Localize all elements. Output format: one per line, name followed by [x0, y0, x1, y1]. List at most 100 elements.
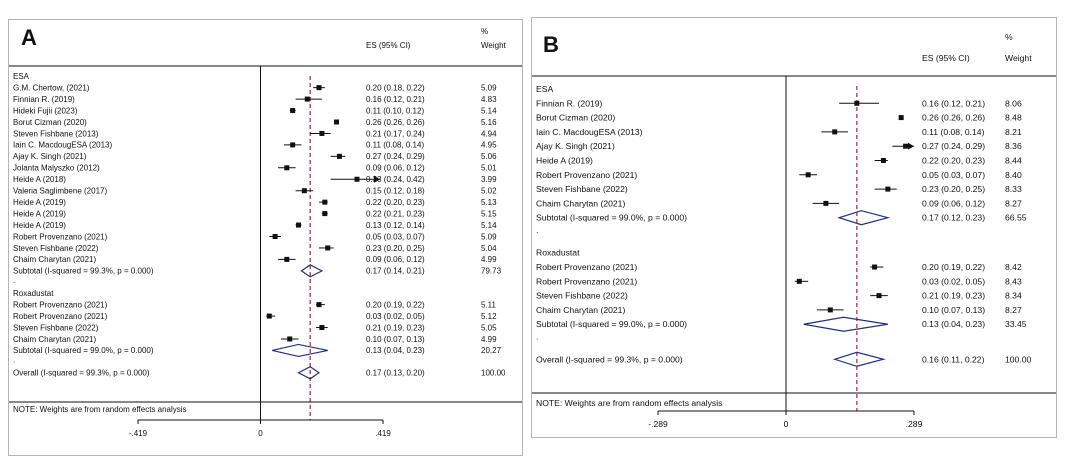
effect-size-point	[806, 173, 810, 177]
subgroup-label: ESA	[536, 84, 553, 94]
study-name: Chaim Charytan (2021)	[13, 255, 96, 264]
effect-size-point	[873, 265, 876, 269]
subtotal-effect-size-ci: 0.17 (0.12, 0.23)	[922, 213, 985, 223]
study-effect-size-ci: 0.20 (0.19, 0.22)	[366, 300, 425, 309]
random-effects-note: NOTE: Weights are from random effects an…	[536, 398, 722, 408]
study-weight: 8.42	[1005, 262, 1022, 272]
subtotal-diamond	[272, 343, 328, 358]
study-name: Robert Provenzano (2021)	[13, 312, 108, 321]
panel-b-forest-plot: B ES (95% CI)% Weight ESA Finnian R. (2019) 0…	[531, 17, 1057, 438]
study-effect-size-ci: 0.13 (0.12, 0.14)	[366, 221, 425, 230]
study-name: Robert Provenzano (2021)	[536, 170, 637, 180]
study-effect-size-ci: 0.10 (0.07, 0.13)	[366, 335, 425, 344]
study-weight: 4.99	[481, 335, 497, 344]
study-name: Borut Cizman (2020)	[13, 118, 87, 127]
study-weight: 5.09	[481, 83, 497, 92]
overall-label: Overall (I-squared = 99.3%, p = 0.000)	[13, 369, 150, 378]
effect-size-point	[267, 314, 271, 318]
effect-size-point	[904, 144, 907, 148]
study-name: Robert Provenzano (2021)	[13, 232, 108, 241]
effect-size-point	[320, 132, 324, 135]
study-weight: 5.14	[481, 106, 497, 115]
effect-size-point	[797, 280, 801, 283]
effect-size-point	[285, 166, 289, 170]
study-name: Finnian R. (2019)	[13, 95, 75, 104]
study-weight: 5.13	[481, 198, 497, 207]
subtotal-label: Subtotal (I-squared = 99.0%, p = 0.000)	[536, 213, 687, 223]
study-effect-size-ci: 0.33 (0.24, 0.42)	[366, 175, 425, 184]
study-weight: 8.43	[1005, 276, 1022, 286]
subtotal-effect-size-ci: 0.13 (0.04, 0.23)	[366, 346, 425, 355]
x-axis-tick-label: -.289	[648, 419, 668, 429]
study-effect-size-ci: 0.27 (0.24, 0.29)	[366, 152, 425, 161]
study-weight: 8.21	[1005, 127, 1022, 137]
study-weight: 5.11	[481, 300, 497, 309]
effect-size-point	[285, 258, 289, 261]
subgroup-label: Roxadustat	[536, 248, 580, 258]
study-effect-size-ci: 0.11 (0.08, 0.14)	[922, 127, 985, 137]
panel-a-forest-plot: A ES (95% CI)% Weight ESA G.M. Chertow, (202…	[8, 19, 523, 456]
study-effect-size-ci: 0.03 (0.02, 0.05)	[922, 276, 985, 286]
study-weight: 4.99	[481, 255, 497, 264]
study-weight: 4.94	[481, 129, 497, 138]
study-weight: 5.16	[481, 118, 497, 127]
es-column-header: ES (95% CI)	[922, 53, 970, 63]
study-weight: 8.33	[1005, 184, 1022, 194]
random-effects-note: NOTE: Weights are from random effects an…	[13, 405, 187, 414]
study-name: Chaim Charytan (2021)	[536, 198, 625, 208]
row-separator-dot: .	[536, 332, 538, 342]
effect-size-point	[886, 187, 890, 191]
effect-size-point	[323, 212, 327, 215]
study-effect-size-ci: 0.26 (0.26, 0.26)	[922, 113, 985, 123]
study-effect-size-ci: 0.22 (0.20, 0.23)	[366, 198, 425, 207]
study-name: Ajay K. Singh (2021)	[13, 152, 87, 161]
study-effect-size-ci: 0.09 (0.06, 0.12)	[366, 255, 425, 264]
study-name: Robert Provenzano (2021)	[536, 276, 637, 286]
effect-size-point	[855, 101, 859, 105]
effect-size-point	[899, 116, 903, 119]
ci-arrowhead	[908, 142, 914, 150]
study-weight: 5.02	[481, 187, 497, 196]
study-name: Steven Fishbane (2022)	[13, 323, 99, 332]
effect-size-point	[291, 109, 294, 112]
effect-size-point	[323, 200, 327, 204]
study-effect-size-ci: 0.23 (0.20, 0.25)	[366, 244, 425, 253]
panel-label: B	[543, 32, 559, 57]
study-name: Iain C. MacdougESA (2013)	[536, 127, 643, 137]
study-effect-size-ci: 0.26 (0.26, 0.26)	[366, 118, 425, 127]
study-weight: 8.48	[1005, 113, 1022, 123]
subtotal-effect-size-ci: 0.13 (0.04, 0.23)	[922, 319, 985, 329]
study-weight: 4.95	[481, 141, 497, 150]
subtotal-diamond	[300, 264, 324, 278]
subtotal-weight: 20.27	[481, 346, 502, 355]
study-effect-size-ci: 0.20 (0.18, 0.22)	[366, 83, 425, 92]
study-effect-size-ci: 0.05 (0.03, 0.07)	[922, 170, 985, 180]
overall-weight: 100.00	[481, 369, 506, 378]
subtotal-diamond	[803, 316, 888, 332]
study-effect-size-ci: 0.23 (0.20, 0.25)	[922, 184, 985, 194]
study-name: Heide A (2019)	[536, 156, 593, 166]
study-weight: 5.09	[481, 232, 497, 241]
effect-size-point	[320, 326, 324, 329]
effect-size-point	[882, 159, 885, 162]
study-weight: 8.44	[1005, 156, 1022, 166]
study-weight: 5.05	[481, 323, 497, 332]
study-name: Finnian R. (2019)	[536, 98, 603, 108]
study-weight: 5.06	[481, 152, 497, 161]
ci-arrowhead	[374, 175, 380, 183]
effect-size-point	[317, 86, 321, 89]
study-name: Robert Provenzano (2021)	[13, 300, 108, 309]
weight-column-header: Weight	[481, 41, 507, 50]
study-effect-size-ci: 0.27 (0.24, 0.29)	[922, 141, 985, 151]
study-weight: 8.40	[1005, 170, 1022, 180]
study-name: Iain C. MacdougESA (2013)	[13, 141, 113, 150]
study-name: Chaim Charytan (2021)	[13, 335, 96, 344]
overall-effect-size-ci: 0.16 (0.11, 0.22)	[922, 354, 985, 364]
effect-size-point	[326, 246, 330, 250]
weight-column-header-percent: %	[1005, 32, 1013, 42]
effect-size-point	[355, 177, 359, 181]
study-weight: 4.83	[481, 95, 497, 104]
subtotal-weight: 79.73	[481, 267, 502, 276]
subtotal-diamond	[837, 210, 891, 226]
overall-diamond	[297, 366, 321, 380]
